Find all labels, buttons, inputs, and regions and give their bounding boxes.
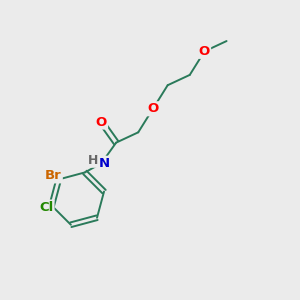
Text: Br: Br (45, 169, 62, 182)
Text: N: N (99, 157, 110, 170)
Text: Cl: Cl (39, 201, 53, 214)
Text: O: O (96, 116, 107, 128)
Text: O: O (199, 45, 210, 58)
Text: H: H (88, 154, 98, 167)
Text: O: O (147, 102, 159, 115)
